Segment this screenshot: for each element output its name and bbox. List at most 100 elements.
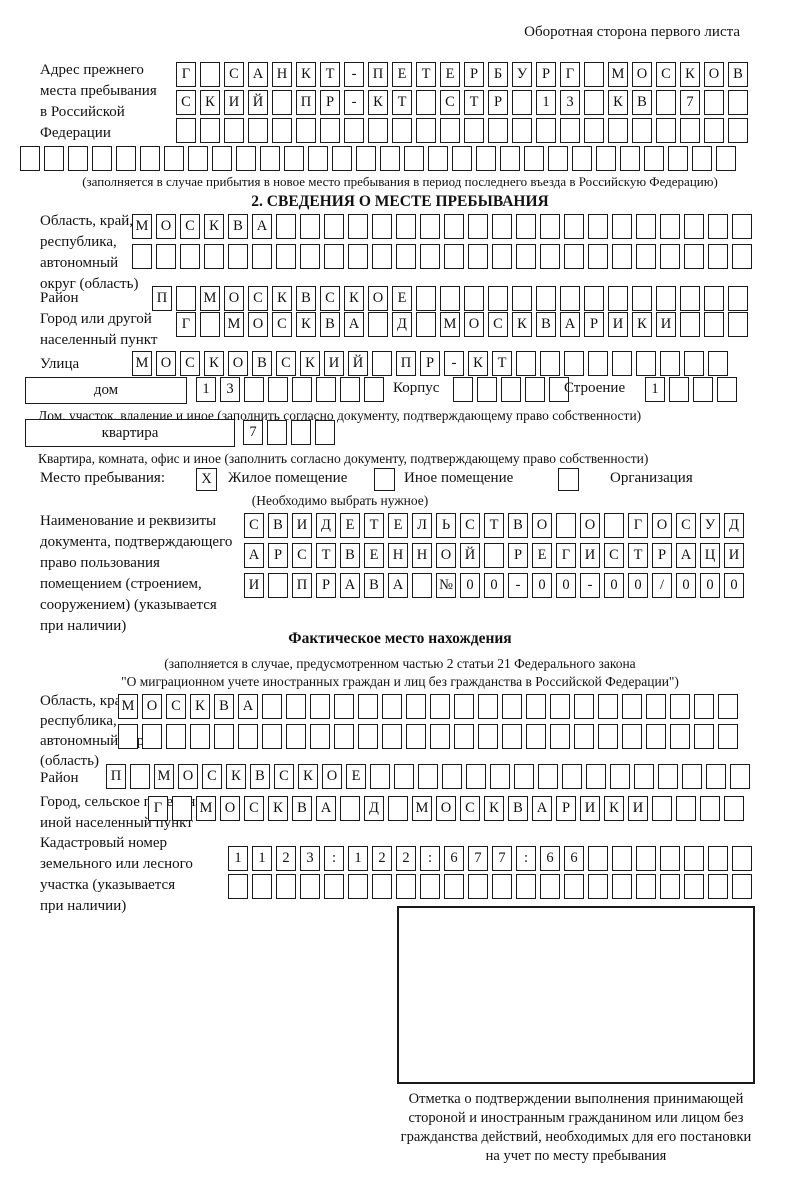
char-cell[interactable] (116, 146, 136, 171)
char-cell[interactable]: К (512, 312, 532, 337)
char-cell[interactable] (388, 796, 408, 821)
char-cell[interactable] (344, 118, 364, 143)
char-cell[interactable] (694, 724, 714, 749)
char-cell[interactable] (512, 118, 532, 143)
char-cell[interactable] (44, 146, 64, 171)
char-cell[interactable]: К (468, 351, 488, 376)
char-cell[interactable]: О (532, 513, 552, 538)
char-cell[interactable] (368, 312, 388, 337)
char-cell[interactable]: Г (148, 796, 168, 821)
char-cell[interactable]: В (296, 286, 316, 311)
char-cell[interactable] (428, 146, 448, 171)
char-cell[interactable] (176, 118, 196, 143)
char-cell[interactable]: Г (628, 513, 648, 538)
char-cell[interactable] (267, 420, 287, 445)
char-cell[interactable]: Е (392, 62, 412, 87)
char-cell[interactable] (588, 846, 608, 871)
char-cell[interactable] (204, 244, 224, 269)
char-cell[interactable]: К (608, 90, 628, 115)
char-cell[interactable]: И (656, 312, 676, 337)
char-cell[interactable]: К (680, 62, 700, 87)
char-cell[interactable] (668, 146, 688, 171)
char-cell[interactable] (276, 244, 296, 269)
char-cell[interactable]: О (248, 312, 268, 337)
char-cell[interactable] (728, 118, 748, 143)
char-cell[interactable] (416, 312, 436, 337)
char-cell[interactable] (708, 214, 728, 239)
char-cell[interactable] (598, 694, 618, 719)
char-cell[interactable] (176, 286, 196, 311)
char-cell[interactable]: 0 (724, 573, 744, 598)
char-cell[interactable] (453, 377, 473, 402)
char-cell[interactable] (708, 351, 728, 376)
char-cell[interactable] (588, 874, 608, 899)
char-cell[interactable] (372, 244, 392, 269)
char-cell[interactable] (680, 312, 700, 337)
char-cell[interactable]: Д (724, 513, 744, 538)
char-cell[interactable] (416, 118, 436, 143)
char-cell[interactable] (332, 146, 352, 171)
char-cell[interactable] (478, 724, 498, 749)
char-cell[interactable] (334, 694, 354, 719)
char-cell[interactable]: В (508, 796, 528, 821)
char-cell[interactable]: С (166, 694, 186, 719)
char-cell[interactable] (670, 694, 690, 719)
char-cell[interactable] (444, 874, 464, 899)
char-cell[interactable] (588, 351, 608, 376)
char-cell[interactable] (572, 146, 592, 171)
char-cell[interactable]: С (176, 90, 196, 115)
char-cell[interactable] (396, 244, 416, 269)
char-cell[interactable]: Ь (436, 513, 456, 538)
char-cell[interactable] (454, 694, 474, 719)
char-cell[interactable] (526, 724, 546, 749)
char-cell[interactable]: О (436, 796, 456, 821)
char-cell[interactable] (682, 764, 702, 789)
char-cell[interactable]: П (152, 286, 172, 311)
char-cell[interactable]: С (604, 543, 624, 568)
char-cell[interactable] (612, 874, 632, 899)
char-cell[interactable]: И (628, 796, 648, 821)
char-cell[interactable] (516, 214, 536, 239)
char-cell[interactable] (200, 312, 220, 337)
char-cell[interactable] (632, 286, 652, 311)
char-cell[interactable]: 0 (676, 573, 696, 598)
char-cell[interactable]: Т (392, 90, 412, 115)
char-cell[interactable] (730, 764, 750, 789)
char-cell[interactable]: В (250, 764, 270, 789)
char-cell[interactable] (356, 146, 376, 171)
char-cell[interactable]: 0 (700, 573, 720, 598)
char-cell[interactable] (622, 694, 642, 719)
char-cell[interactable] (488, 118, 508, 143)
char-cell[interactable]: П (106, 764, 126, 789)
char-cell[interactable] (404, 146, 424, 171)
char-cell[interactable] (680, 286, 700, 311)
char-cell[interactable] (706, 764, 726, 789)
char-cell[interactable] (724, 796, 744, 821)
char-cell[interactable] (564, 214, 584, 239)
char-cell[interactable]: 7 (680, 90, 700, 115)
char-cell[interactable]: М (200, 286, 220, 311)
char-cell[interactable]: Н (388, 543, 408, 568)
char-cell[interactable] (286, 694, 306, 719)
char-cell[interactable]: С (676, 513, 696, 538)
char-cell[interactable] (224, 118, 244, 143)
char-cell[interactable]: К (604, 796, 624, 821)
char-cell[interactable] (660, 846, 680, 871)
char-cell[interactable] (684, 874, 704, 899)
char-cell[interactable] (728, 312, 748, 337)
char-cell[interactable] (468, 244, 488, 269)
char-cell[interactable] (276, 214, 296, 239)
char-cell[interactable] (680, 118, 700, 143)
char-cell[interactable]: В (214, 694, 234, 719)
char-cell[interactable] (118, 724, 138, 749)
char-cell[interactable] (180, 244, 200, 269)
char-cell[interactable] (718, 694, 738, 719)
char-cell[interactable]: К (296, 62, 316, 87)
char-cell[interactable]: М (196, 796, 216, 821)
char-cell[interactable] (684, 214, 704, 239)
char-cell[interactable] (700, 796, 720, 821)
char-cell[interactable]: 0 (532, 573, 552, 598)
char-cell[interactable]: 7 (468, 846, 488, 871)
char-cell[interactable] (468, 214, 488, 239)
char-cell[interactable]: В (320, 312, 340, 337)
